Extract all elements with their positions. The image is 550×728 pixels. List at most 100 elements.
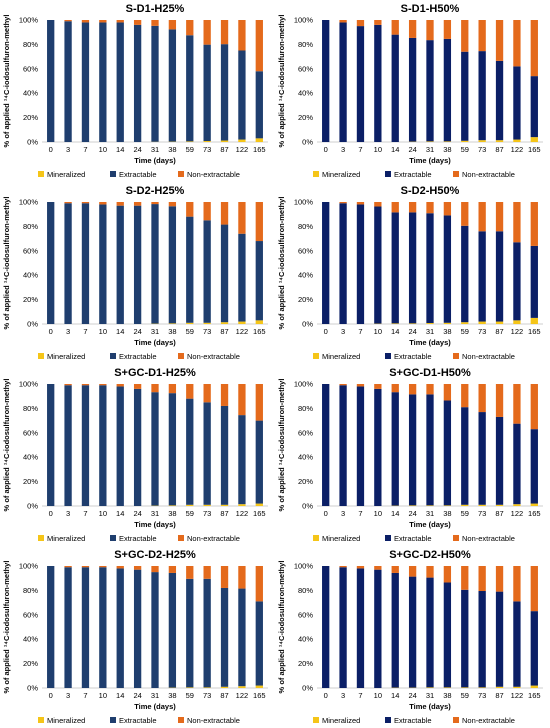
x-tick-label: 0 bbox=[49, 327, 53, 336]
bar-segment-extractable bbox=[238, 415, 246, 505]
bar-segment-mineralized bbox=[461, 687, 469, 688]
bar-segment-non-extractable bbox=[133, 202, 142, 206]
legend-item-mineralized: Mineralized bbox=[38, 352, 85, 361]
x-tick-label: 10 bbox=[374, 145, 382, 154]
bar-segment-extractable bbox=[116, 386, 124, 506]
x-tick-label: 7 bbox=[83, 509, 87, 518]
bar-segment-extractable bbox=[238, 233, 246, 322]
legend-swatch bbox=[453, 353, 459, 359]
bar-segment-extractable bbox=[356, 204, 365, 324]
bar-segment-extractable bbox=[255, 241, 263, 321]
y-tick-label: 60% bbox=[298, 610, 313, 619]
x-axis-label: Time (days) bbox=[134, 338, 176, 347]
y-tick-label: 80% bbox=[298, 586, 313, 595]
y-tick-label: 60% bbox=[298, 428, 313, 437]
bar-segment-extractable bbox=[391, 34, 399, 142]
x-tick-label: 122 bbox=[236, 327, 249, 336]
bar-segment-extractable bbox=[339, 385, 347, 506]
y-tick-label: 40% bbox=[298, 271, 313, 280]
x-tick-label: 122 bbox=[511, 145, 524, 154]
bar-segment-non-extractable bbox=[220, 384, 229, 406]
bar-segment-mineralized bbox=[255, 685, 263, 688]
y-tick-label: 60% bbox=[298, 246, 313, 255]
bar-segment-non-extractable bbox=[339, 202, 347, 204]
bar-segment-extractable bbox=[81, 385, 90, 506]
y-tick-label: 20% bbox=[298, 659, 313, 668]
legend-swatch bbox=[385, 353, 391, 359]
x-tick-label: 59 bbox=[186, 327, 194, 336]
bar-segment-non-extractable bbox=[133, 566, 142, 570]
bar-segment-extractable bbox=[443, 400, 452, 506]
legend-label: Non-extractable bbox=[462, 170, 515, 179]
bar-segment-mineralized bbox=[203, 504, 211, 506]
bar-segment-mineralized bbox=[495, 321, 504, 324]
x-tick-label: 38 bbox=[443, 145, 451, 154]
legend-label: Non-extractable bbox=[187, 534, 240, 543]
legend-label: Non-extractable bbox=[187, 352, 240, 361]
bar-segment-non-extractable bbox=[408, 566, 417, 577]
bar-segment-non-extractable bbox=[356, 20, 365, 27]
x-axis-label: Time (days) bbox=[134, 156, 176, 165]
legend-item-non-extractable: Non-extractable bbox=[453, 170, 515, 179]
bar-segment-non-extractable bbox=[168, 384, 177, 394]
bar-segment-non-extractable bbox=[133, 384, 142, 389]
bar-segment-extractable bbox=[133, 388, 142, 506]
bar-segment-extractable bbox=[495, 591, 504, 687]
legend-label: Non-extractable bbox=[462, 534, 515, 543]
bar-segment-extractable bbox=[99, 567, 107, 688]
y-tick-label: 60% bbox=[23, 610, 38, 619]
y-axis-label: % of applied ¹⁴C-iodosulfuron-methyl bbox=[2, 561, 11, 694]
bar-segment-non-extractable bbox=[238, 566, 246, 589]
bar-segment-extractable bbox=[99, 385, 107, 506]
bar-segment-mineralized bbox=[238, 686, 246, 688]
legend-swatch bbox=[110, 535, 116, 541]
legend-label: Extractable bbox=[119, 170, 157, 179]
legend-item-non-extractable: Non-extractable bbox=[178, 170, 240, 179]
legend-label: Mineralized bbox=[322, 170, 360, 179]
bar-segment-non-extractable bbox=[356, 566, 365, 569]
x-tick-label: 14 bbox=[116, 691, 124, 700]
bar-segment-non-extractable bbox=[426, 202, 434, 214]
bar-segment-non-extractable bbox=[374, 384, 382, 389]
bar-segment-non-extractable bbox=[81, 202, 90, 204]
x-tick-label: 165 bbox=[253, 327, 266, 336]
legend-item-non-extractable: Non-extractable bbox=[453, 534, 515, 543]
bar-segment-extractable bbox=[408, 576, 417, 688]
x-tick-label: 59 bbox=[461, 145, 469, 154]
x-tick-label: 3 bbox=[66, 691, 70, 700]
bar-segment-extractable bbox=[168, 572, 177, 688]
x-tick-label: 73 bbox=[203, 509, 211, 518]
legend-swatch bbox=[313, 535, 319, 541]
legend-swatch bbox=[110, 171, 116, 177]
legend-swatch bbox=[385, 717, 391, 723]
x-tick-label: 10 bbox=[374, 691, 382, 700]
bar-segment-non-extractable bbox=[391, 202, 399, 213]
bar-segment-extractable bbox=[339, 567, 347, 688]
bar-segment-non-extractable bbox=[391, 566, 399, 573]
bar-segment-mineralized bbox=[203, 322, 211, 324]
x-tick-label: 3 bbox=[66, 327, 70, 336]
chart-svg: S+GC-D2-H25% % of applied ¹⁴C-iodosulfuro… bbox=[2, 549, 268, 725]
x-tick-label: 38 bbox=[168, 509, 176, 518]
x-tick-label: 87 bbox=[220, 691, 228, 700]
legend-label: Non-extractable bbox=[462, 352, 515, 361]
bar-segment-non-extractable bbox=[374, 566, 382, 570]
bar-segment-extractable bbox=[64, 21, 72, 142]
bar-segment-extractable bbox=[186, 216, 194, 323]
y-tick-label: 0% bbox=[302, 320, 313, 329]
bar-segment-non-extractable bbox=[408, 384, 417, 395]
bar-segment-extractable bbox=[356, 26, 365, 143]
legend-label: Mineralized bbox=[47, 170, 85, 179]
y-tick-label: 80% bbox=[23, 586, 38, 595]
chart-svg: S+GC-D1-H50% % of applied ¹⁴C-iodosulfuro… bbox=[277, 367, 543, 543]
bar-segment-mineralized bbox=[426, 505, 434, 506]
bar-segment-non-extractable bbox=[168, 202, 177, 207]
x-tick-label: 122 bbox=[236, 145, 249, 154]
bar-segment-mineralized bbox=[186, 141, 194, 142]
x-tick-label: 87 bbox=[495, 145, 503, 154]
bar-segment-extractable bbox=[322, 20, 330, 142]
bar-segment-mineralized bbox=[220, 504, 229, 506]
x-tick-label: 10 bbox=[99, 145, 107, 154]
chart-panel-s-gc-d1-h25: S+GC-D1-H25% % of applied ¹⁴C-iodosulfuro… bbox=[0, 364, 275, 546]
bar-segment-non-extractable bbox=[461, 384, 469, 408]
